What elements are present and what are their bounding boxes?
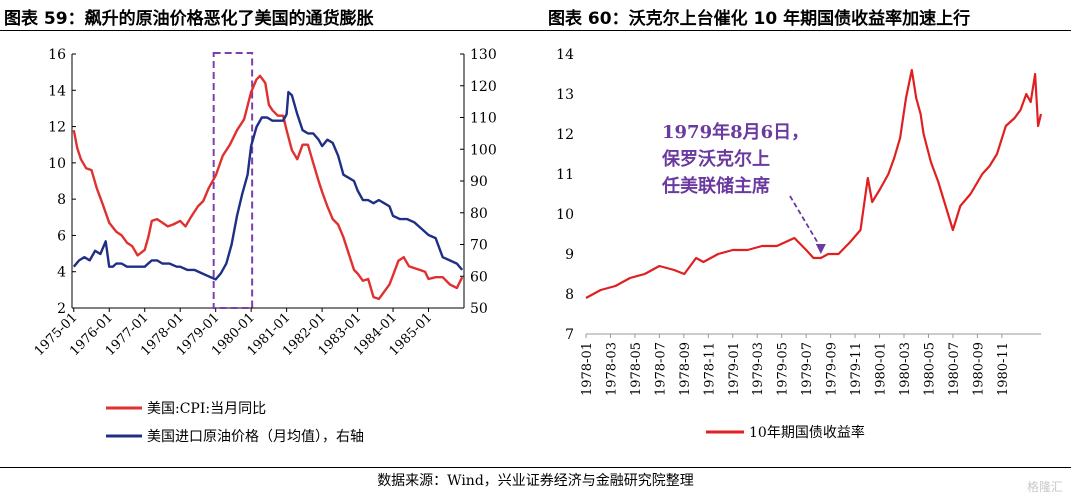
right-chart-y-tick-label: 9 <box>565 247 574 263</box>
right-chart-y-tick-label: 14 <box>556 47 574 63</box>
right-chart-x-tick-label: 1978-09 <box>678 342 693 396</box>
right-chart-x-tick-label: 1979-11 <box>849 342 864 396</box>
left-legend-label: 美国进口原油价格（月均值），右轴 <box>147 429 364 445</box>
right-y-tick-label: 110 <box>470 111 497 127</box>
right-y-tick-label: 50 <box>470 301 488 317</box>
left-y-tick-label: 6 <box>57 228 66 244</box>
left-y-tick-label: 14 <box>48 83 66 99</box>
right-chart-y-tick-label: 11 <box>556 167 574 183</box>
right-y-tick-label: 130 <box>470 47 497 63</box>
annotation-arrow-line <box>789 195 822 249</box>
right-chart-x-tick-label: 1980-11 <box>996 342 1011 396</box>
right-chart-title: 图表 60：沃克尔上台催化 10 年期国债收益率加速上行 <box>548 9 971 29</box>
right-y-tick-label: 120 <box>470 79 497 95</box>
right-chart-y-tick-label: 13 <box>556 87 574 103</box>
watermark-logo: 格隆汇 <box>1026 480 1063 494</box>
top-divider <box>0 30 1071 31</box>
right-chart-x-tick-label: 1980-03 <box>898 342 913 396</box>
left-y-tick-label: 16 <box>48 47 66 63</box>
bottom-divider <box>0 467 1071 468</box>
left-legend-label: 美国:CPI:当月同比 <box>147 401 266 417</box>
cpi-series-line <box>72 74 464 301</box>
right-chart-x-tick-label: 1979-07 <box>800 342 815 396</box>
right-chart-x-tick-label: 1978-05 <box>629 342 644 396</box>
oil-price-series-line <box>72 90 464 281</box>
left-y-tick-label: 12 <box>48 120 66 136</box>
annotation-text: 任美联储主席 <box>661 175 770 197</box>
right-chart-x-tick-label: 1980-01 <box>874 342 889 396</box>
right-chart-x-tick-label: 1978-07 <box>653 342 668 396</box>
annotation-arrow-head <box>815 244 826 254</box>
left-y-tick-label: 10 <box>48 156 66 172</box>
right-chart-x-tick-label: 1980-07 <box>947 342 962 396</box>
left-y-tick-label: 4 <box>57 265 66 281</box>
right-legend-label: 10年期国债收益率 <box>749 424 865 441</box>
left-y-tick-label: 8 <box>57 192 66 208</box>
right-chart-x-tick-label: 1979-03 <box>751 342 766 396</box>
right-y-tick-label: 80 <box>470 206 488 222</box>
right-y-tick-label: 100 <box>470 142 497 158</box>
right-chart-y-tick-label: 7 <box>565 327 574 343</box>
right-y-tick-label: 70 <box>470 238 488 254</box>
right-chart-y-tick-label: 12 <box>556 127 574 143</box>
right-chart-x-tick-label: 1979-01 <box>727 342 742 396</box>
right-chart-x-tick-label: 1980-09 <box>971 342 986 396</box>
data-source-note: 数据来源：Wind，兴业证券经济与金融研究院整理 <box>377 473 694 489</box>
right-chart-y-tick-label: 10 <box>556 207 574 223</box>
right-y-tick-label: 60 <box>470 269 488 285</box>
right-chart-x-tick-label: 1979-05 <box>776 342 791 396</box>
treasury-yield-series-line <box>585 68 1043 299</box>
right-y-tick-label: 90 <box>470 174 488 190</box>
left-chart-title: 图表 59：飙升的原油价格恶化了美国的通货膨胀 <box>4 9 374 29</box>
right-chart-x-tick-label: 1978-01 <box>580 342 595 396</box>
right-chart-x-tick-label: 1978-11 <box>702 342 717 396</box>
left-y-tick-label: 2 <box>57 301 66 317</box>
annotation-text: 1979年8月6日， <box>662 121 809 143</box>
right-chart-x-tick-label: 1979-09 <box>825 342 840 396</box>
right-chart-x-tick-label: 1978-03 <box>604 342 619 396</box>
right-chart-y-tick-label: 8 <box>565 287 574 303</box>
right-chart-x-tick-label: 1980-05 <box>922 342 937 396</box>
annotation-text: 保罗沃克尔上 <box>661 148 770 170</box>
highlight-box <box>212 52 254 309</box>
